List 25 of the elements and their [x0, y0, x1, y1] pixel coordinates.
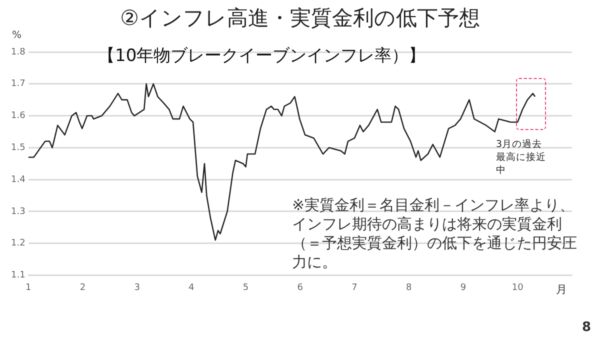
x-tick-label: 10	[512, 282, 524, 293]
x-tick-label: 4	[188, 282, 195, 293]
y-tick-label: 1.1	[10, 270, 26, 281]
y-tick-label: 1.4	[10, 174, 26, 185]
x-tick-label: 7	[352, 282, 358, 293]
chart-title: ②インフレ高進・実質金利の低下予想	[120, 6, 480, 30]
x-tick-label: 5	[242, 282, 249, 293]
y-tick-label: 1.8	[10, 47, 26, 58]
y-tick-label: 1.7	[10, 79, 26, 90]
x-tick-label: 3	[134, 282, 140, 293]
y-tick-label: 1.2	[10, 238, 26, 249]
text: 8	[582, 320, 592, 335]
annotation: 3月の過去最高に接近中	[496, 138, 546, 177]
x-tick-label: 9	[460, 282, 466, 293]
y-tick-label: 1.6	[10, 111, 26, 122]
y-tick-label: 1.3	[10, 206, 26, 217]
chart-subtitle: 【10年物ブレークイーブンインフレ率）】	[98, 45, 426, 67]
y-axis-title: %	[12, 30, 22, 41]
x-tick-label: 1	[25, 282, 32, 293]
y-tick-label: 1.5	[10, 143, 26, 153]
x-tick-label: 2	[80, 282, 86, 293]
x-tick-label: 8	[406, 282, 412, 293]
x-axis-title: 月	[556, 282, 567, 297]
annotation: ※実質金利＝名目金利－インフレ率より、インフレ期待の高まりは将来の実質金利（＝予想実質金利）の低下を通じた円安圧力に。	[292, 196, 578, 272]
x-tick-label: 6	[297, 282, 304, 293]
